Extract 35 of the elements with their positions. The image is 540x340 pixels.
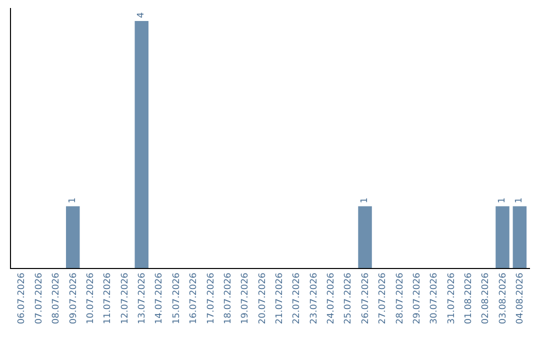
x-tick-label: 26.07.2026	[360, 272, 371, 324]
data-label: 1	[498, 198, 508, 204]
x-tick-label: 19.07.2026	[240, 272, 251, 324]
x-tick-label: 15.07.2026	[172, 272, 182, 324]
x-tick-label: 27.07.2026	[378, 272, 388, 324]
data-label: 1	[514, 198, 525, 204]
x-tick-label: 06.07.2026	[17, 272, 28, 324]
x-tick-label: 14.07.2026	[154, 272, 165, 324]
x-tick-label: 28.07.2026	[395, 272, 406, 324]
x-tick-label: 12.07.2026	[120, 272, 130, 324]
x-tick-label: 13.07.2026	[138, 272, 148, 324]
x-tick-label: 08.07.2026	[52, 272, 62, 324]
x-tick-label: 22.07.2026	[292, 272, 302, 324]
x-tick-label: 10.07.2026	[86, 272, 96, 324]
x-tick-label: 17.07.2026	[206, 272, 216, 324]
x-tick-label: 11.07.2026	[103, 272, 114, 324]
x-tick-label: 09.07.2026	[68, 272, 79, 324]
x-tick-label: 31.07.2026	[446, 272, 457, 324]
data-label: 4	[136, 12, 147, 18]
x-tick-label: 24.07.2026	[326, 272, 337, 324]
x-tick-label: 29.07.2026	[412, 272, 423, 324]
x-tick-label: 02.08.2026	[481, 272, 492, 324]
x-tick-label: 18.07.2026	[223, 272, 234, 324]
x-tick-label: 16.07.2026	[189, 272, 200, 324]
x-tick-label: 25.07.2026	[344, 272, 354, 324]
x-tick-label: 30.07.2026	[430, 272, 440, 324]
x-tick-label: 01.08.2026	[464, 272, 474, 324]
x-tick-label: 21.07.2026	[275, 272, 286, 324]
x-tick-label: 03.08.2026	[498, 272, 508, 324]
x-tick-label: 23.07.2026	[309, 272, 320, 324]
x-tick-label: 04.08.2026	[516, 272, 526, 324]
x-tick-label: 20.07.2026	[258, 272, 268, 324]
x-tick-label: 07.07.2026	[34, 272, 44, 324]
data-label: 1	[68, 198, 78, 204]
data-label: 1	[360, 198, 370, 204]
